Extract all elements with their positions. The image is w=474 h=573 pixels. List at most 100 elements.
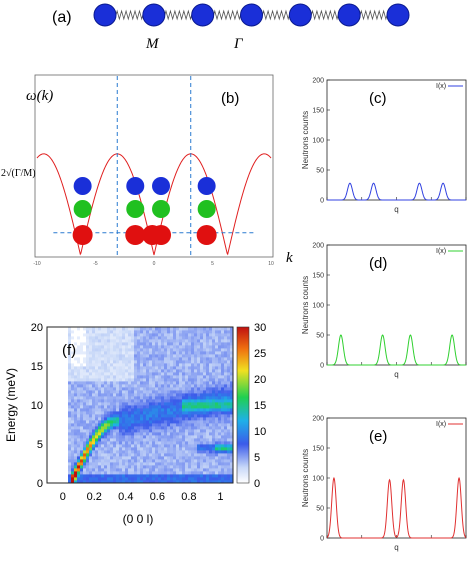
heatmap-cell [146,444,150,448]
heatmap-cell [95,414,99,418]
heatmap-cell [179,423,183,427]
heatmap-cell [218,408,222,412]
heatmap-cell [185,468,189,472]
heatmap-cell [125,354,129,358]
heatmap-cell [50,339,54,343]
heatmap-cell [227,474,231,478]
heatmap-cell [200,342,204,346]
heatmap-cell [101,339,105,343]
heatmap-cell [155,378,159,382]
heatmap-cell [53,438,57,442]
spring [164,9,193,21]
heatmap-cell [125,381,129,385]
heatmap-cell [122,453,126,457]
heatmap-cell [218,429,222,433]
heatmap-cell [146,348,150,352]
heatmap-cell [206,390,210,394]
heatmap-cell [149,411,153,415]
heatmap-cell [47,363,51,367]
heatmap-cell [206,348,210,352]
heatmap-cell [80,372,84,376]
heatmap-cell [104,399,108,403]
heatmap-cell [53,465,57,469]
heatmap-cell [200,348,204,352]
mode-dot [197,200,216,218]
heatmap-cell [92,348,96,352]
heatmap-cell [206,333,210,337]
heatmap-cell [62,336,66,340]
heatmap-cell [179,381,183,385]
heatmap-cell [53,357,57,361]
heatmap-cell [155,336,159,340]
ytick-label: 200 [312,78,324,85]
heatmap-cell [194,402,198,406]
heatmap-cell [119,453,123,457]
heatmap-cell [176,420,180,424]
heatmap-cell [119,405,123,409]
heatmap-cell [206,438,210,442]
heatmap-cell [167,372,171,376]
heatmap-cell [59,462,63,466]
heatmap-cell [230,348,234,352]
heatmap-cell [113,327,117,331]
heatmap-cell [92,342,96,346]
heatmap-cell [107,336,111,340]
heatmap-cell [224,366,228,370]
heatmap-cell [188,468,192,472]
heatmap-cell [200,480,204,484]
heatmap-cell [56,372,60,376]
heatmap-cell [188,459,192,463]
heatmap-cell [155,456,159,460]
heatmap-cell [212,333,216,337]
heatmap-cell [137,384,141,388]
heatmap-cell [119,408,123,412]
heatmap-cell [86,372,90,376]
heatmap-cell [143,465,147,469]
heatmap-cell [62,417,66,421]
heatmap-cell [140,399,144,403]
heatmap-cell [197,447,201,451]
heatmap-cell [107,342,111,346]
heatmap-cell [50,402,54,406]
heatmap-cell [137,450,141,454]
heatmap-cell [191,459,195,463]
heatmap-cell [224,438,228,442]
heatmap-cell [134,453,138,457]
heatmap-cell [116,411,120,415]
heatmap-cell [119,336,123,340]
heatmap-cell [116,348,120,352]
heatmap-cell [101,480,105,484]
mode-dot [152,177,171,195]
heatmap-cell [110,471,114,475]
heatmap-cell [119,432,123,436]
heatmap-cell [221,363,225,367]
heatmap-cell [170,435,174,439]
heatmap-cell [128,468,132,472]
heatmap-cell [119,378,123,382]
heatmap-cell [59,411,63,415]
heatmap-cell [149,366,153,370]
heatmap-cell [215,471,219,475]
heatmap-cell [62,378,66,382]
heatmap-cell [167,393,171,397]
heatmap-cell [56,339,60,343]
heatmap-cell [179,393,183,397]
heatmap-cell [128,408,132,412]
heatmap-cell [86,474,90,478]
colorbar-tick: 5 [254,452,260,464]
heatmap-cell [179,477,183,481]
panel-b-xticks: -10 -5 0 5 10 [33,261,274,267]
heatmap-cell [50,399,54,403]
heatmap-cell [143,423,147,427]
heatmap-cell [200,426,204,430]
heatmap-cell [65,423,69,427]
heatmap-cell [191,381,195,385]
heatmap-cell [95,426,99,430]
heatmap-cell [209,420,213,424]
heatmap-cell [56,453,60,457]
heatmap-cell [104,408,108,412]
heatmap-cell [197,390,201,394]
heatmap-cell [65,432,69,436]
heatmap-xtick: 0 [60,491,66,503]
heatmap-cell [182,459,186,463]
